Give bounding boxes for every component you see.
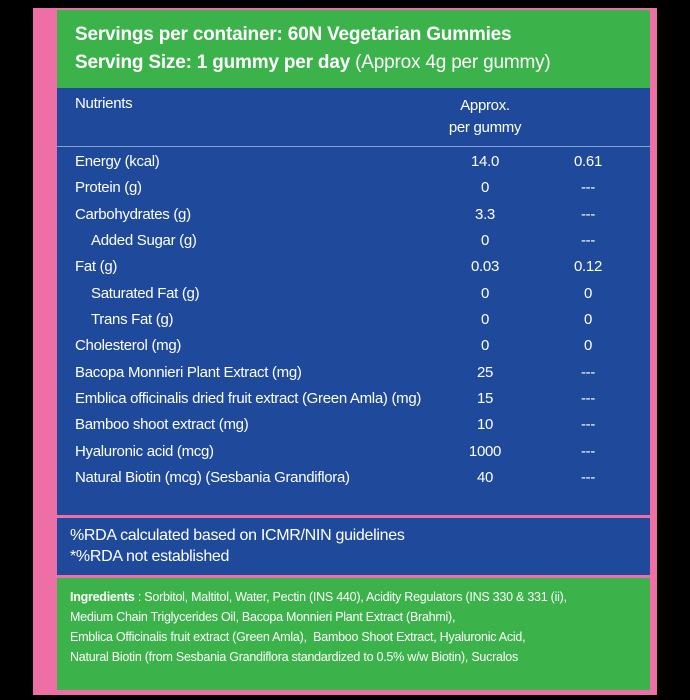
cell-value: --- — [580, 442, 596, 460]
nutrient-name: Hyaluronic acid (mcg) — [75, 442, 214, 460]
footnote: *%RDA not established — [70, 548, 230, 565]
ingredients-label: Ingredients — [70, 590, 135, 604]
cell-value: 25 — [476, 363, 494, 381]
cell-value: 15 — [476, 389, 494, 407]
ingredients-line: Ingredients : Sorbitol, Maltitol, Water,… — [70, 590, 567, 604]
nutrient-name: Cholesterol (mg) — [75, 337, 182, 355]
servings: Servings per container: 60N Vegetarian G… — [75, 24, 512, 45]
nutrient-name: Natural Biotin (mcg) (Sesbania Grandiflo… — [75, 468, 350, 486]
cell-value: --- — [580, 389, 596, 407]
column-header: Nutrients — [75, 95, 133, 112]
column-header: Approx. per gummy — [448, 97, 522, 136]
ingredients-text: : Sorbitol, Maltitol, Water, Pectin (INS… — [134, 590, 567, 604]
cell-value: 0 — [480, 284, 490, 302]
nutrient-name: Carbohydrates (g) — [75, 205, 191, 223]
cell-value: 0.03 — [471, 258, 499, 276]
cell-value: 0.61 — [574, 153, 602, 170]
cell-value: 0 — [583, 337, 593, 355]
cell-value: 0 — [480, 231, 490, 249]
ingredients-box — [57, 578, 650, 690]
nutrient-name: Saturated Fat (g) — [91, 284, 200, 302]
ingredients-line: Natural Biotin (from Sesbania Grandiflor… — [70, 650, 518, 664]
cell-value: 0 — [480, 310, 490, 328]
cell-value: 0 — [583, 284, 593, 302]
nutrient-name: Energy (kcal) — [75, 153, 160, 170]
cell-value: 1000 — [468, 442, 502, 460]
ingredients-line: Medium Chain Triglycerides Oil, Bacopa M… — [70, 610, 455, 624]
serving-size-note: (Approx 4g per gummy) — [355, 52, 551, 73]
footnote-box — [57, 518, 650, 575]
serving-size-label: Serving Size: 1 gummy per day — [75, 52, 351, 73]
nutrient-name: Trans Fat (g) — [91, 310, 174, 328]
cell-value: --- — [580, 363, 596, 381]
cell-value: 0 — [480, 337, 490, 355]
nutrient-name: Protein (g) — [75, 179, 142, 197]
serving-size: Serving Size: 1 gummy per day (Approx 4g… — [75, 52, 551, 74]
nutrient-name: Bacopa Monnieri Plant Extract (mg) — [75, 363, 302, 381]
cell-value: --- — [580, 179, 596, 197]
cell-value: --- — [580, 468, 596, 486]
ingredients-text: Medium Chain Triglycerides Oil, Bacopa M… — [70, 610, 456, 624]
ingredients-text: Emblica Officinalis fruit extract (Green… — [70, 630, 526, 644]
cell-value: 0 — [583, 310, 593, 328]
header-box — [57, 10, 650, 88]
cell-value: --- — [580, 231, 596, 249]
cell-value: 14.0 — [471, 153, 499, 170]
cell-value: 10 — [476, 416, 494, 434]
cell-value: 40 — [476, 468, 494, 486]
nutrient-name: Bamboo shoot extract (mg) — [75, 416, 249, 434]
cell-value: 0 — [480, 179, 490, 197]
ingredients-text: Natural Biotin (from Sesbania Grandiflor… — [70, 650, 518, 664]
nutrient-name: Added Sugar (g) — [91, 231, 197, 249]
cell-value: --- — [580, 416, 596, 434]
footnote: %RDA calculated based on ICMR/NIN guidel… — [70, 527, 405, 544]
cell-value: 3.3 — [475, 205, 495, 223]
ingredients-line: Emblica Officinalis fruit extract (Green… — [70, 630, 526, 644]
nutrient-name: Fat (g) — [75, 258, 118, 276]
cell-value: --- — [580, 205, 596, 223]
nutrient-name: Emblica officinalis dried fruit extract … — [75, 389, 422, 407]
table-box — [57, 88, 650, 515]
divider — [57, 146, 650, 147]
cell-value: 0.12 — [574, 258, 602, 276]
